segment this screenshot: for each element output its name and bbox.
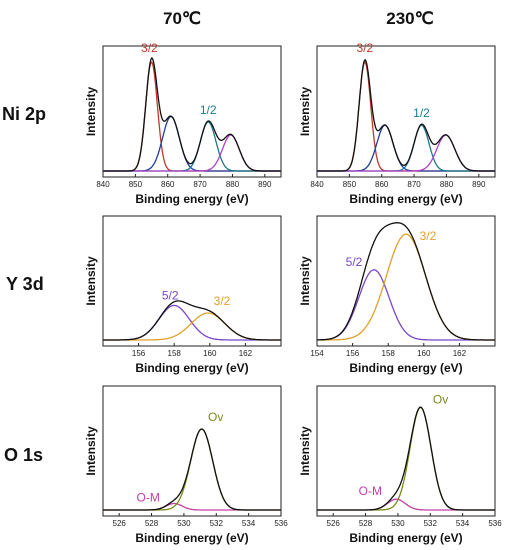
envelope-line xyxy=(317,406,495,511)
x-axis-label: Binding energy (eV) xyxy=(349,361,462,375)
component-peak-line xyxy=(103,428,281,511)
peak-label: 3/2 xyxy=(214,294,231,308)
x-tick-label: 162 xyxy=(239,349,253,358)
peak-label: 3/2 xyxy=(141,41,158,55)
component-peak-line xyxy=(103,502,281,511)
chart-panel: 3/2 1/2 840 850 860 870 880 890 Binding energy (… xyxy=(298,41,496,206)
chart-panel: 5/2 3/2 156 158 160 162 Binding energy (eV) Int… xyxy=(84,215,282,375)
y-axis-label: Intensity xyxy=(84,426,98,476)
x-tick-label: 160 xyxy=(417,349,431,358)
plot-frame xyxy=(316,385,496,517)
x-tick-label: 840 xyxy=(96,180,110,189)
peak-label: 3/2 xyxy=(420,229,437,243)
peak-label: 1/2 xyxy=(200,103,217,117)
x-tick-label: 530 xyxy=(177,519,191,528)
x-tick-label: 536 xyxy=(274,519,288,528)
x-tick-label: 156 xyxy=(132,349,146,358)
plot-frame xyxy=(102,385,282,517)
x-tick-label: 526 xyxy=(327,519,341,528)
component-peak-line xyxy=(317,406,495,511)
x-tick-label: 528 xyxy=(145,519,159,528)
chart-panel: 3/2 1/2 840 850 860 870 880 890 Binding energy (… xyxy=(84,41,282,206)
plot-frame xyxy=(102,215,282,347)
peak-label: O-M xyxy=(137,491,160,505)
component-peak-line xyxy=(317,61,495,172)
x-tick-label: 154 xyxy=(310,349,324,358)
x-axis-label: Binding energy (eV) xyxy=(135,192,248,206)
column-header-230c: 230℃ xyxy=(386,9,433,28)
x-tick-label: 534 xyxy=(456,519,470,528)
x-tick-label: 162 xyxy=(453,349,467,358)
y-axis-label: Intensity xyxy=(298,426,312,476)
plot-frame xyxy=(316,215,496,347)
x-tick-label: 870 xyxy=(193,180,207,189)
x-axis-label: Binding energy (eV) xyxy=(349,192,462,206)
x-tick-label: 536 xyxy=(488,519,502,528)
x-tick-label: 890 xyxy=(472,180,486,189)
peak-label: O-M xyxy=(359,484,382,498)
x-tick-label: 870 xyxy=(407,180,421,189)
envelope-line xyxy=(103,57,281,172)
chart-panel: O-M Ov 526 528 530 532 534 536 Binding energy (e… xyxy=(84,385,288,545)
envelope-line xyxy=(103,428,281,511)
plot-frame xyxy=(102,45,282,178)
chart-panel: 5/2 3/2 154 156 158 160 162 Binding energy (eV)… xyxy=(298,215,496,375)
x-tick-label: 156 xyxy=(346,349,360,358)
x-tick-label: 850 xyxy=(129,180,143,189)
column-header-70c: 70℃ xyxy=(163,9,201,28)
x-tick-label: 890 xyxy=(258,180,272,189)
peak-label: Ov xyxy=(433,392,448,406)
x-tick-label: 532 xyxy=(210,519,224,528)
envelope-line xyxy=(103,300,281,341)
x-tick-label: 534 xyxy=(242,519,256,528)
x-tick-label: 860 xyxy=(161,180,175,189)
component-peak-line xyxy=(317,498,495,511)
chart-panel: O-M Ov 526 528 530 532 534 536 Binding energy (e… xyxy=(298,385,502,545)
x-tick-label: 160 xyxy=(203,349,217,358)
x-tick-label: 526 xyxy=(113,519,127,528)
x-tick-label: 530 xyxy=(391,519,405,528)
envelope-line xyxy=(317,58,495,172)
x-tick-label: 860 xyxy=(375,180,389,189)
plot-frame xyxy=(316,45,496,178)
x-tick-label: 158 xyxy=(382,349,396,358)
y-axis-label: Intensity xyxy=(84,87,98,137)
x-tick-label: 532 xyxy=(424,519,438,528)
x-tick-label: 158 xyxy=(168,349,182,358)
component-peak-line xyxy=(103,61,281,172)
x-tick-label: 528 xyxy=(359,519,373,528)
y-axis-label: Intensity xyxy=(298,256,312,306)
y-axis-label: Intensity xyxy=(84,256,98,306)
component-peak-line xyxy=(317,233,495,341)
row-label-y-3d: Y 3d xyxy=(6,274,44,294)
component-peak-line xyxy=(103,312,281,341)
x-tick-label: 840 xyxy=(310,180,324,189)
x-axis-label: Binding energy (eV) xyxy=(349,531,462,545)
x-axis-label: Binding energy (eV) xyxy=(135,531,248,545)
row-label-o-1s: O 1s xyxy=(4,445,43,465)
envelope-line xyxy=(317,222,495,341)
peak-label: 5/2 xyxy=(162,288,179,302)
x-axis-label: Binding energy (eV) xyxy=(135,361,248,375)
peak-label: 5/2 xyxy=(346,255,363,269)
y-axis-label: Intensity xyxy=(298,87,312,137)
x-tick-label: 880 xyxy=(440,180,454,189)
x-tick-label: 880 xyxy=(226,180,240,189)
x-tick-label: 850 xyxy=(343,180,357,189)
peak-label: 1/2 xyxy=(413,106,430,120)
row-label-ni-2p: Ni 2p xyxy=(2,104,46,124)
peak-label: 3/2 xyxy=(357,41,374,55)
peak-label: Ov xyxy=(208,410,223,424)
